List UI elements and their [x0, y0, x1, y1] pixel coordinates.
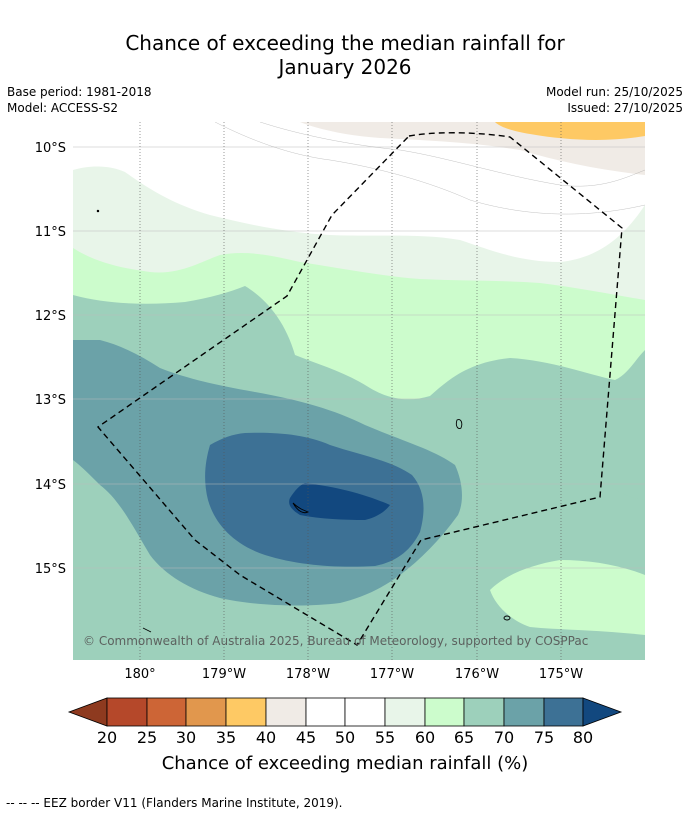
lon-label: 177°W [370, 667, 414, 682]
colorbar-box-35-40 [225, 697, 267, 727]
colorbar-ticks: 20 25 30 35 40 45 50 55 60 65 70 75 80 [97, 728, 593, 747]
longitude-labels: 180° 179°W 178°W 177°W 176°W 175°W [124, 667, 583, 682]
colorbar-box-25-30 [146, 697, 187, 727]
lon-label: 175°W [539, 667, 583, 682]
band-35-40 [495, 122, 645, 140]
islands [96, 209, 511, 633]
colorbar-extend-high [582, 697, 623, 727]
colorbar-box-65-70 [463, 697, 505, 727]
colorbar-box-50-55 [344, 697, 386, 727]
colorbar-box-30-35 [185, 697, 227, 727]
colorbar-extend-low [67, 697, 108, 727]
colorbar-tick: 40 [256, 728, 276, 747]
colorbar-tick: 30 [176, 728, 196, 747]
colorbar-tick: 65 [454, 728, 474, 747]
lat-label: 14°S [35, 478, 66, 493]
eez-border [96, 132, 623, 646]
colorbar-tick: 35 [216, 728, 236, 747]
colorbar-tick: 75 [534, 728, 554, 747]
lat-label: 15°S [35, 562, 66, 577]
eez-footnote: -- -- -- EEZ border V11 (Flanders Marine… [6, 796, 343, 810]
contour-lines [214, 122, 645, 215]
map-title-line2: January 2026 [278, 55, 412, 79]
colorbar-tick: 70 [494, 728, 514, 747]
lon-label: 179°W [202, 667, 246, 682]
latitude-labels: 10°S 11°S 12°S 13°S 14°S 15°S [35, 141, 66, 577]
colorbar-box-55-60 [384, 697, 426, 727]
lon-label: 176°W [455, 667, 499, 682]
colorbar [67, 697, 623, 727]
band-65-70-east [586, 418, 645, 500]
colorbar-box-45-50 [305, 697, 346, 727]
colorbar-box-75-80 [543, 697, 584, 727]
colorbar-box-60-65 [424, 697, 465, 727]
colorbar-tick: 20 [97, 728, 117, 747]
colorbar-label: Chance of exceeding median rainfall (%) [161, 753, 529, 774]
colorbar-tick: 80 [573, 728, 593, 747]
colorbar-box-20-25 [106, 697, 148, 727]
colorbar-box-40-45 [265, 697, 307, 727]
issued-date: Issued: 27/10/2025 [567, 101, 683, 115]
lat-label: 12°S [35, 309, 66, 324]
colorbar-tick: 45 [296, 728, 316, 747]
base-period: Base period: 1981-2018 [7, 85, 152, 99]
lon-label: 178°W [286, 667, 330, 682]
colorbar-tick: 60 [415, 728, 435, 747]
band-above-80 [289, 483, 390, 520]
copyright-notice: © Commonwealth of Australia 2025, Bureau… [83, 634, 588, 648]
lat-label: 11°S [35, 225, 66, 240]
lat-label: 13°S [35, 393, 66, 408]
map-title-line1: Chance of exceeding the median rainfall … [125, 31, 565, 55]
colorbar-tick: 50 [335, 728, 355, 747]
lat-label: 10°S [35, 141, 66, 156]
colorbar-box-70-75 [503, 697, 545, 727]
colorbar-tick: 25 [137, 728, 157, 747]
colorbar-tick: 55 [375, 728, 395, 747]
map-area [73, 122, 645, 660]
model-run: Model run: 25/10/2025 [545, 85, 683, 99]
model-name: Model: ACCESS-S2 [7, 101, 119, 115]
graticule [73, 146, 645, 569]
lon-label: 180° [124, 667, 155, 682]
